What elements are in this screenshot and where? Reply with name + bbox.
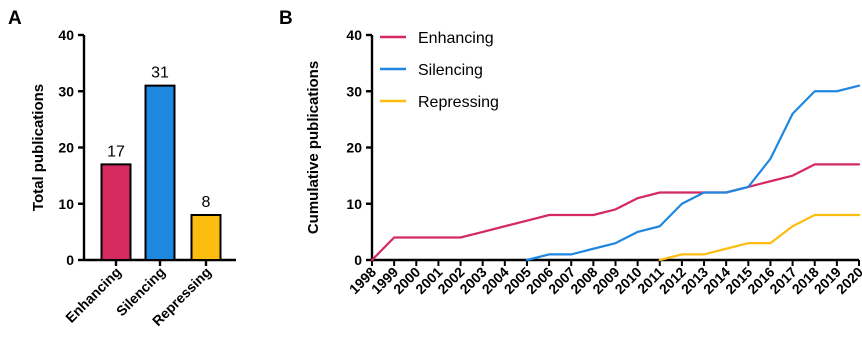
legend-label-repressing: Repressing: [418, 94, 499, 111]
y-tick-label-b: 0: [354, 252, 362, 268]
y-tick-label-b: 10: [346, 196, 362, 212]
y-tick-label-a: 10: [58, 196, 74, 212]
series-line-repressing: [658, 213, 861, 262]
bar-repressing: [190, 214, 222, 261]
y-tick-label-a: 0: [66, 252, 74, 268]
panel-letter-b: B: [279, 8, 293, 29]
y-tick-label-a: 30: [58, 83, 74, 99]
y-tick-label-b: 40: [346, 27, 362, 43]
bar-value-label: 8: [202, 194, 211, 211]
y-axis-title-b: Cumulative publications: [305, 61, 322, 234]
y-axis-title-a: Total publications: [30, 84, 47, 211]
x-tick-label-a: Enhancing: [62, 264, 124, 326]
legend-label-enhancing: Enhancing: [418, 30, 494, 47]
y-tick-label-b: 20: [346, 140, 362, 156]
y-tick-label-a: 40: [58, 27, 74, 43]
series-line-silencing: [525, 84, 861, 262]
y-tick-label-a: 20: [58, 140, 74, 156]
bar-silencing: [144, 84, 176, 261]
series-line-enhancing: [370, 163, 861, 262]
bar-enhancing: [100, 163, 132, 261]
panel-letter-a: A: [8, 8, 22, 29]
bar-value-label: 17: [107, 143, 125, 160]
y-tick-label-b: 30: [346, 83, 362, 99]
legend-label-silencing: Silencing: [418, 62, 483, 79]
bar-value-label: 31: [151, 65, 169, 82]
